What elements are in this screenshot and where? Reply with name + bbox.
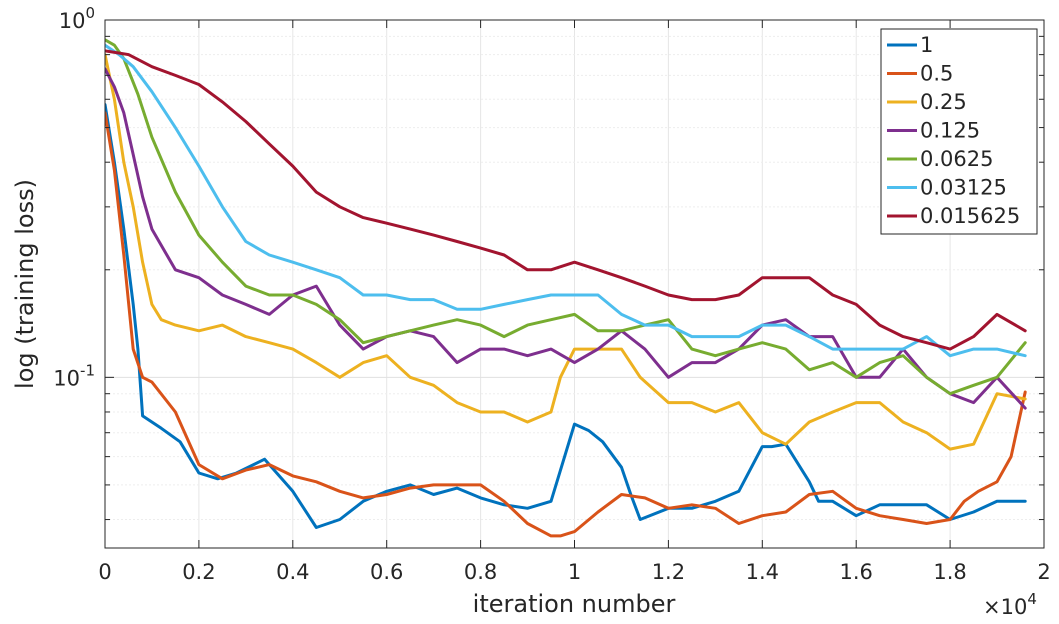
legend: 1 0.5 0.25 0.125 0.0625 0.03125 0.015625: [880, 28, 1038, 235]
series-line-6: [105, 43, 1027, 358]
legend-label: 0.03125: [920, 176, 1007, 200]
x-tick-label: 2: [1037, 560, 1050, 584]
x-tick-label: 0.6: [370, 560, 403, 584]
y-tick-label: 10-1: [53, 361, 95, 390]
series-line-1: [105, 103, 1027, 529]
x-multiplier-base: ×10: [983, 595, 1027, 619]
x-tick-label: 1.2: [652, 560, 685, 584]
x-axis-title: iteration number: [473, 590, 676, 618]
legend-label: 0.25: [920, 90, 967, 114]
series-line-2: [105, 111, 1027, 538]
x-tick-label: 1.4: [746, 560, 779, 584]
ticks: [104, 19, 1045, 548]
y-tick-label: 100: [59, 4, 95, 33]
legend-label: 0.125: [920, 119, 980, 143]
series-lines: [105, 38, 1027, 538]
x-tick-label: 0.8: [464, 560, 497, 584]
series-line-3: [105, 53, 1027, 451]
x-tick-label: 0: [98, 560, 111, 584]
series-line-5: [105, 38, 1027, 396]
y-axis-title: log (training loss): [11, 179, 39, 389]
x-tick-label: 1: [568, 560, 581, 584]
legend-label: 0.015625: [920, 204, 1020, 228]
legend-label: 1: [920, 33, 933, 57]
y-tick-labels: 100 10-1: [53, 4, 95, 390]
x-tick-label: 0.4: [276, 560, 309, 584]
x-multiplier-exp: 4: [1027, 590, 1037, 608]
legend-label: 0.0625: [920, 147, 993, 171]
x-multiplier: ×104: [983, 590, 1037, 619]
legend-label: 0.5: [920, 62, 953, 86]
x-tick-label: 0.2: [182, 560, 215, 584]
series-line-7: [105, 49, 1027, 351]
x-tick-labels: 0 0.2 0.4 0.6 0.8 1 1.2 1.4 1.6 1.8 2: [98, 560, 1050, 584]
x-tick-label: 1.8: [933, 560, 966, 584]
x-tick-label: 1.6: [839, 560, 872, 584]
